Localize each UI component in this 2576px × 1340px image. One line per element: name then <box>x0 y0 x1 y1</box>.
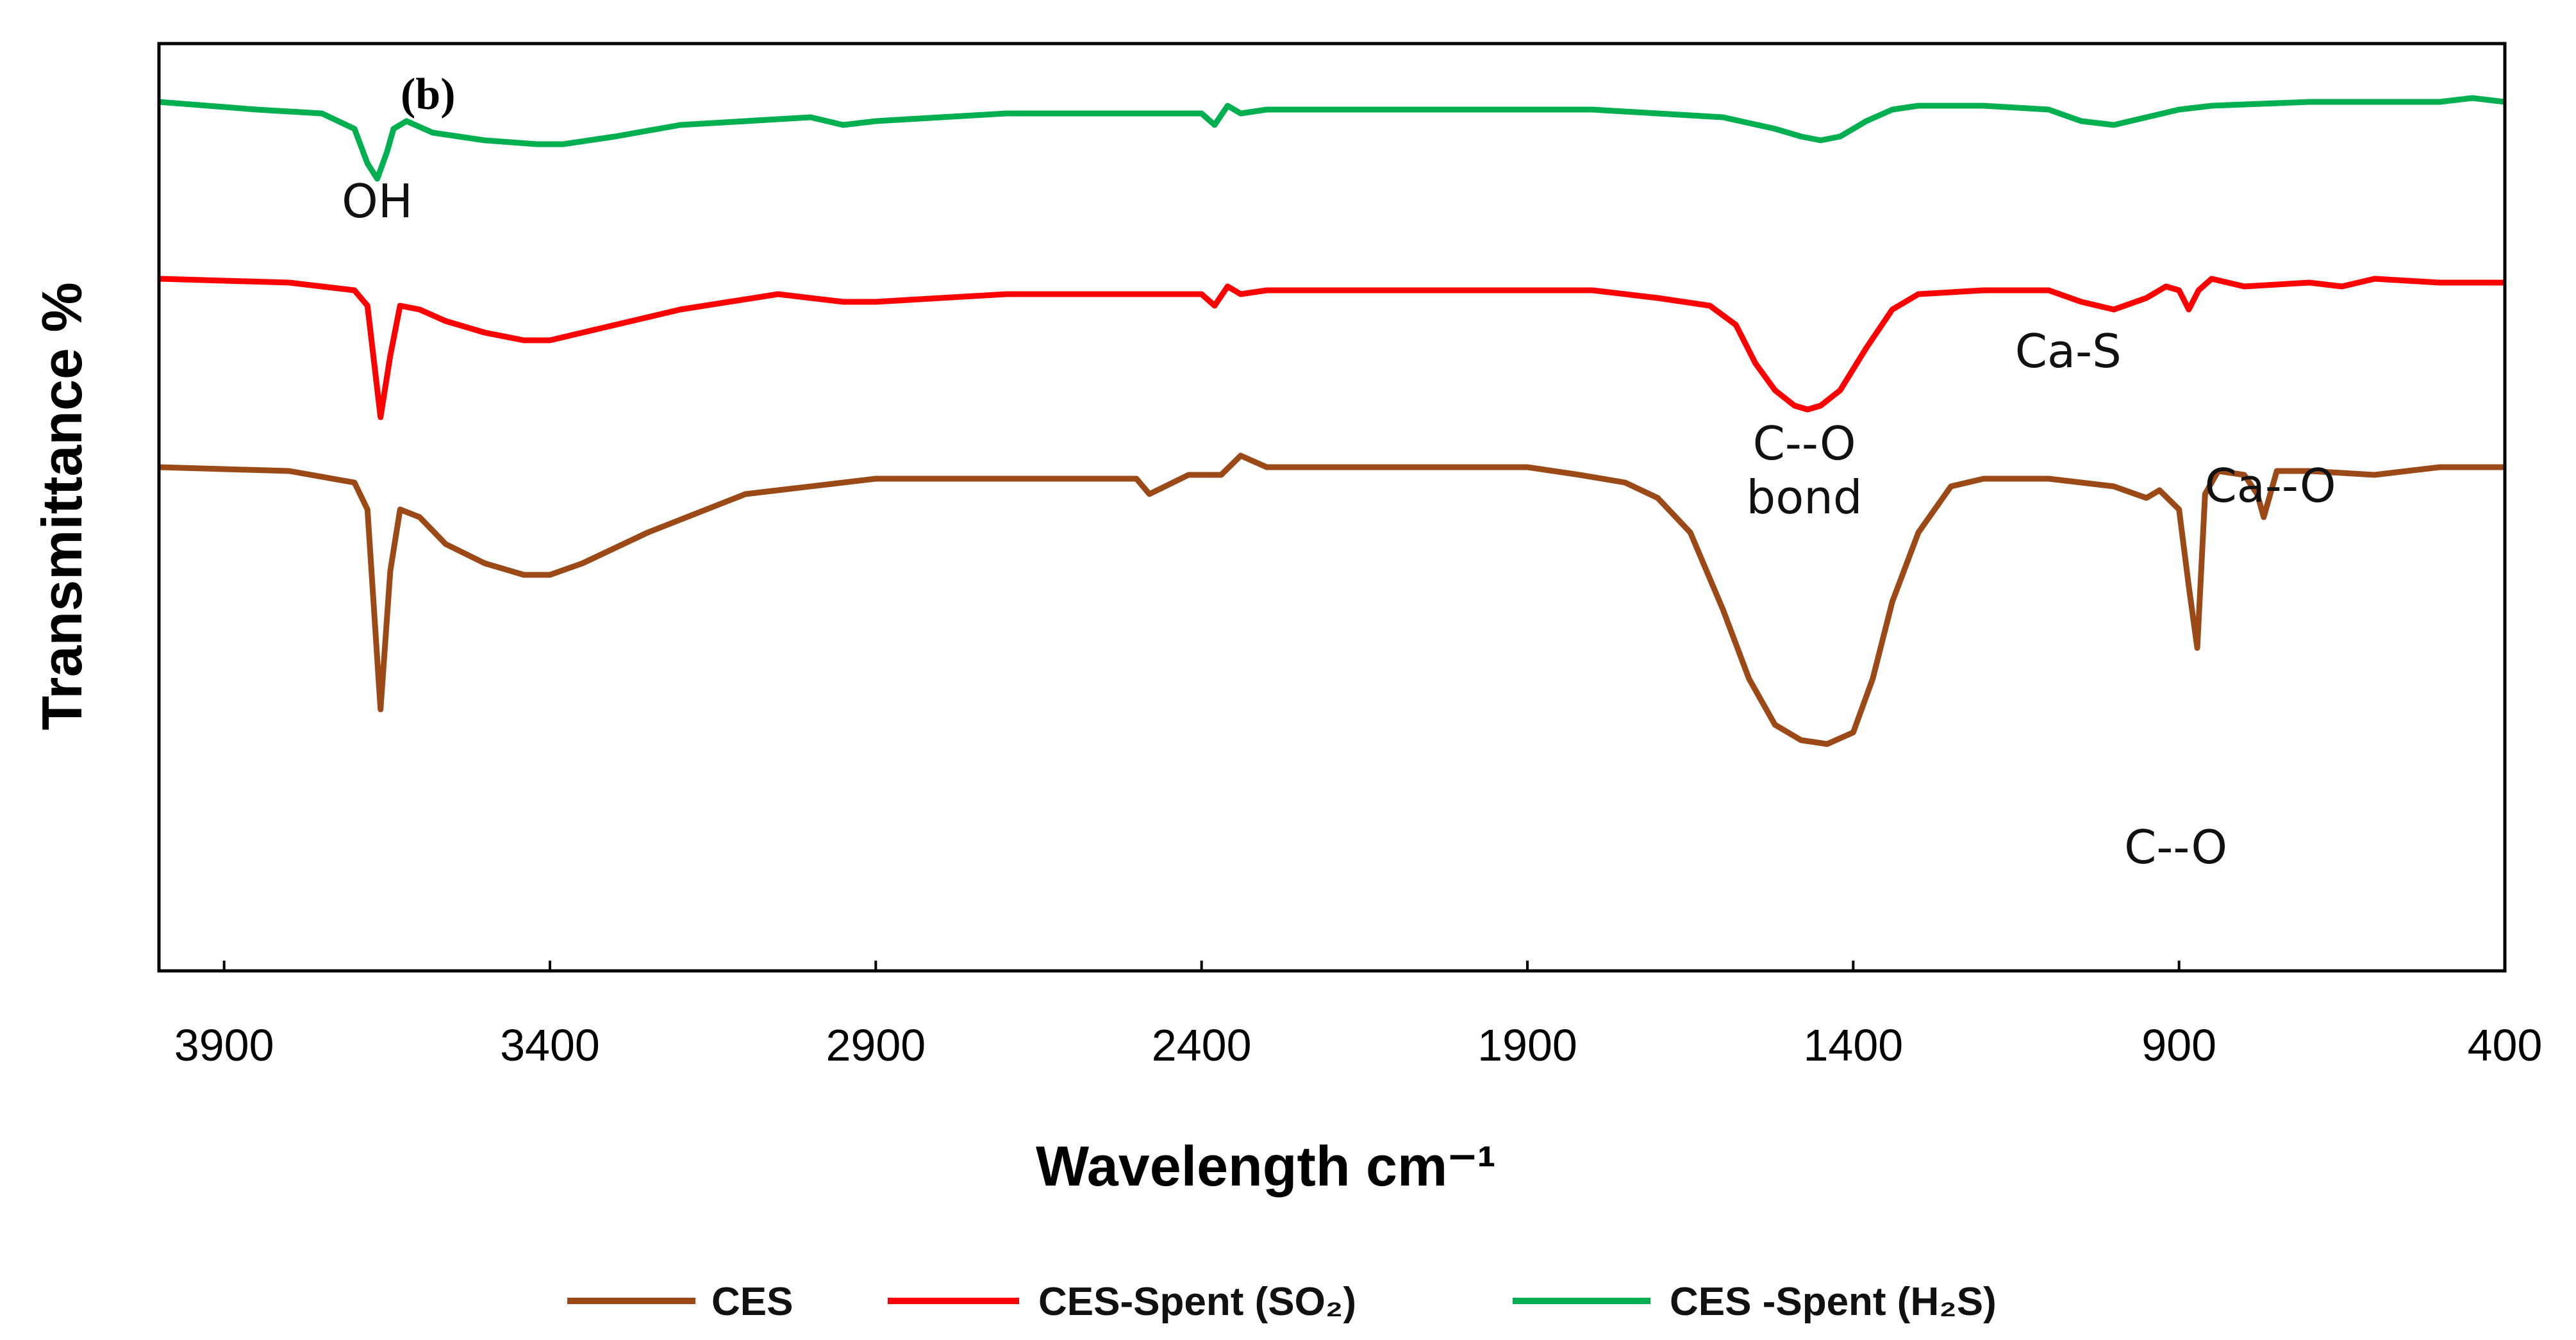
annotation-label: bond <box>1747 470 1863 524</box>
x-tick-label: 1400 <box>1803 1020 1903 1070</box>
x-tick-label: 2400 <box>1152 1020 1252 1070</box>
plot-area-frame <box>157 42 2507 973</box>
annotation-label: C--O <box>1753 417 1856 470</box>
x-tick-label: 3900 <box>174 1020 274 1070</box>
legend-label-so2: CES-Spent (SO₂) <box>1038 1280 1356 1324</box>
x-tick-label: 3400 <box>500 1020 600 1070</box>
series-line-h2s <box>159 95 2505 182</box>
legend-label-h2s: CES -Spent (H₂S) <box>1670 1280 1997 1324</box>
annotation-label: C--O <box>2124 820 2227 874</box>
x-tick-label: 400 <box>2468 1020 2543 1070</box>
x-tick-label: 2900 <box>826 1020 926 1070</box>
annotation-label: Ca-S <box>2015 324 2122 378</box>
legend-label-ces: CES <box>711 1280 793 1324</box>
x-tick-label: 1900 <box>1477 1020 1577 1070</box>
series-line-so2 <box>159 276 2505 420</box>
annotation-label: Ca--O <box>2204 459 2336 513</box>
y-axis-title: Transmittance % <box>30 282 94 730</box>
x-axis-title: Wavelength cm⁻¹ <box>1036 1134 1496 1198</box>
x-tick-label: 900 <box>2141 1020 2216 1070</box>
series-line-ces <box>159 452 2505 747</box>
legend: CES CES-Spent (SO₂) CES -Spent (H₂S) <box>567 1280 1997 1324</box>
annotation-label: OH <box>342 174 413 228</box>
panel-label: (b) <box>401 70 456 119</box>
